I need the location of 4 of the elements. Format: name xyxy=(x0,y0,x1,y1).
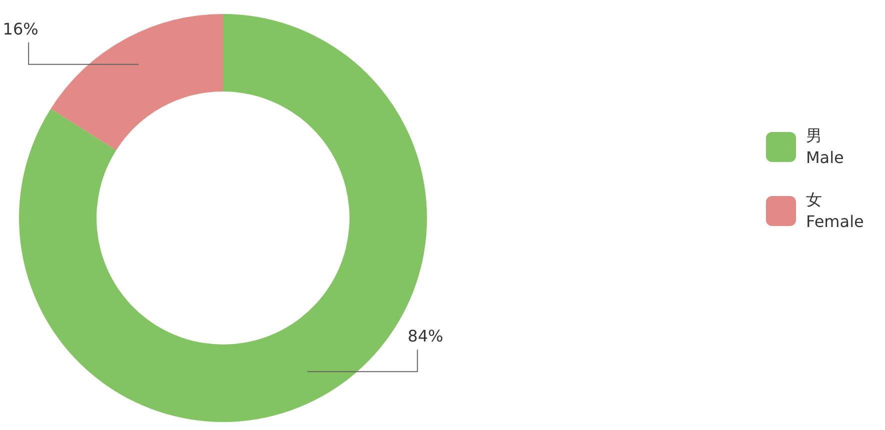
legend-label: 女 Female xyxy=(806,189,864,233)
legend-label: 男 Male xyxy=(806,125,844,169)
data-label: 84% xyxy=(408,326,444,346)
data-label: 16% xyxy=(2,20,38,39)
